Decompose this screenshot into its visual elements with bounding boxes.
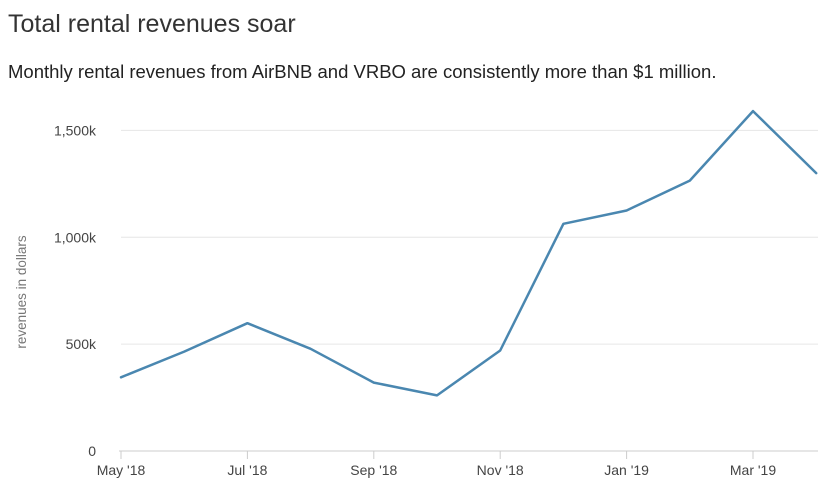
chart-subtitle: Monthly rental revenues from AirBNB and … xyxy=(8,61,717,82)
y-tick-label: 500k xyxy=(66,336,97,352)
x-tick-label: Jan '19 xyxy=(604,462,649,478)
series-line xyxy=(119,109,818,397)
x-tick-label: Jul '18 xyxy=(227,462,267,478)
y-tick-label: 1,500k xyxy=(54,122,97,138)
chart-title: Total rental revenues soar xyxy=(8,10,296,38)
y-axis-label: revenues in dollars xyxy=(14,235,29,349)
x-tick-label: Nov '18 xyxy=(477,462,524,478)
y-tick-label: 1,000k xyxy=(54,229,97,245)
x-tick-label: Sep '18 xyxy=(350,462,397,478)
y-tick-label: 0 xyxy=(88,443,96,459)
x-tick-label: Mar '19 xyxy=(730,462,776,478)
x-tick-label: May '18 xyxy=(97,462,146,478)
